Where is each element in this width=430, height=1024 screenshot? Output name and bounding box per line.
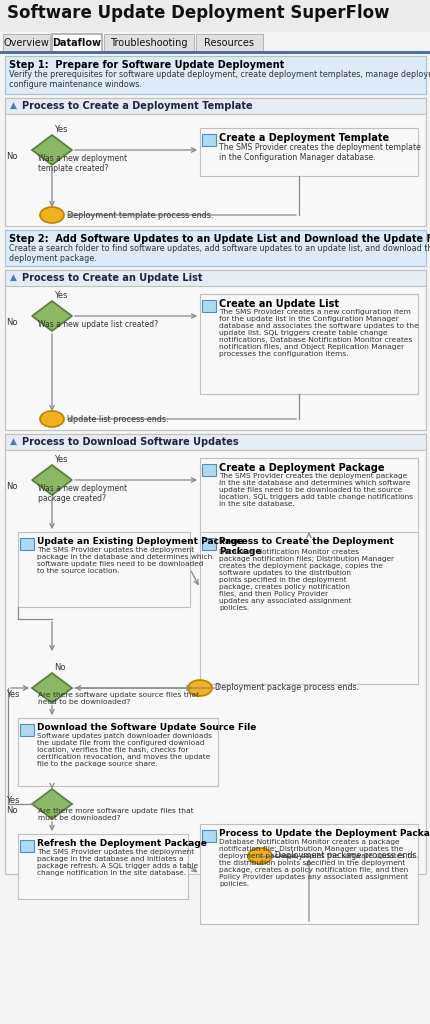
FancyBboxPatch shape xyxy=(20,724,34,736)
FancyBboxPatch shape xyxy=(202,830,215,842)
FancyBboxPatch shape xyxy=(20,538,34,550)
Text: Deployment package process ends.: Deployment package process ends. xyxy=(274,852,418,860)
Text: Software updates patch downloader downloads
the update file from the configured : Software updates patch downloader downlo… xyxy=(37,733,212,767)
Text: Deployment package process ends.: Deployment package process ends. xyxy=(215,683,358,692)
Polygon shape xyxy=(32,135,72,165)
Polygon shape xyxy=(32,673,72,703)
FancyBboxPatch shape xyxy=(18,532,190,607)
FancyBboxPatch shape xyxy=(18,834,187,899)
Text: Was a new deployment
template created?: Was a new deployment template created? xyxy=(38,154,127,173)
FancyBboxPatch shape xyxy=(200,128,417,176)
FancyBboxPatch shape xyxy=(3,34,50,52)
Text: Create a Deployment Template: Create a Deployment Template xyxy=(218,133,388,143)
Text: No: No xyxy=(6,318,18,327)
Text: Create an Update List: Create an Update List xyxy=(218,299,338,309)
FancyBboxPatch shape xyxy=(5,98,425,226)
Text: Process to Create the Deployment
Package: Process to Create the Deployment Package xyxy=(218,537,393,556)
Text: Yes: Yes xyxy=(54,291,68,300)
Text: Verify the prerequisites for software update deployment, create deployment templ: Verify the prerequisites for software up… xyxy=(9,70,430,89)
Ellipse shape xyxy=(247,848,271,864)
Ellipse shape xyxy=(40,207,64,223)
FancyBboxPatch shape xyxy=(202,538,215,550)
FancyBboxPatch shape xyxy=(0,0,430,32)
Text: No: No xyxy=(6,152,18,161)
Text: Process to Create an Update List: Process to Create an Update List xyxy=(22,273,202,283)
Text: Step 2:  Add Software Updates to an Update List and Download the Update Files: Step 2: Add Software Updates to an Updat… xyxy=(9,234,430,244)
Text: Database Notification Monitor creates a package
notification file; Distribution : Database Notification Monitor creates a … xyxy=(218,839,414,887)
Text: The SMS Provider updates the deployment
package in the database and initiates a
: The SMS Provider updates the deployment … xyxy=(37,849,198,876)
FancyBboxPatch shape xyxy=(5,270,425,286)
Text: No: No xyxy=(6,806,18,815)
Text: Create a search folder to find software updates, add software updates to an upda: Create a search folder to find software … xyxy=(9,244,430,263)
FancyBboxPatch shape xyxy=(5,434,425,450)
Text: Dataflow: Dataflow xyxy=(52,38,101,48)
Text: ▲: ▲ xyxy=(10,101,17,110)
FancyBboxPatch shape xyxy=(200,458,417,536)
Text: Are there more software update files that
must be downloaded?: Are there more software update files tha… xyxy=(38,808,193,821)
Text: ▲: ▲ xyxy=(10,273,17,282)
Text: Resources: Resources xyxy=(204,38,254,48)
FancyBboxPatch shape xyxy=(200,294,417,394)
Text: Process to Create a Deployment Template: Process to Create a Deployment Template xyxy=(22,101,252,111)
Text: Download the Software Update Source File: Download the Software Update Source File xyxy=(37,723,256,732)
Text: The SMS Provider creates a new configuration item
for the update list in the Con: The SMS Provider creates a new configura… xyxy=(218,309,418,357)
Text: The SMS Provider creates the deployment template
in the Configuration Manager da: The SMS Provider creates the deployment … xyxy=(218,143,420,163)
Polygon shape xyxy=(32,301,72,331)
Text: Was a new update list created?: Was a new update list created? xyxy=(38,319,158,329)
Polygon shape xyxy=(32,790,72,819)
FancyBboxPatch shape xyxy=(200,532,417,684)
Text: Process to Download Software Updates: Process to Download Software Updates xyxy=(22,437,238,447)
FancyBboxPatch shape xyxy=(104,34,194,52)
Text: Are there software update source files that
need to be downloaded?: Are there software update source files t… xyxy=(38,692,199,705)
Text: Yes: Yes xyxy=(54,455,68,464)
Text: Update an Existing Deployment Package: Update an Existing Deployment Package xyxy=(37,537,243,546)
Text: Yes: Yes xyxy=(6,796,19,805)
FancyBboxPatch shape xyxy=(202,134,215,146)
FancyBboxPatch shape xyxy=(5,230,425,266)
Text: Was a new deployment
package created?: Was a new deployment package created? xyxy=(38,484,127,504)
Text: No: No xyxy=(6,482,18,490)
Text: Troubleshooting: Troubleshooting xyxy=(110,38,187,48)
Text: Yes: Yes xyxy=(54,125,68,134)
FancyBboxPatch shape xyxy=(202,464,215,476)
Text: Step 1:  Prepare for Software Update Deployment: Step 1: Prepare for Software Update Depl… xyxy=(9,60,284,70)
Text: Overview: Overview xyxy=(3,38,49,48)
FancyBboxPatch shape xyxy=(196,34,262,52)
FancyBboxPatch shape xyxy=(18,718,218,786)
Text: Update list process ends.: Update list process ends. xyxy=(67,415,168,424)
Ellipse shape xyxy=(187,680,212,696)
Text: The SMS Provider creates the deployment package
in the site database and determi: The SMS Provider creates the deployment … xyxy=(218,473,412,507)
FancyBboxPatch shape xyxy=(52,34,102,52)
Text: Deployment template process ends.: Deployment template process ends. xyxy=(67,211,213,219)
Text: ▲: ▲ xyxy=(10,437,17,446)
Text: Yes: Yes xyxy=(6,690,19,699)
Text: Process to Update the Deployment Package: Process to Update the Deployment Package xyxy=(218,829,430,838)
FancyBboxPatch shape xyxy=(5,56,425,94)
Polygon shape xyxy=(32,465,72,495)
Text: Database Notification Monitor creates
package notification files; Distribution M: Database Notification Monitor creates pa… xyxy=(218,549,393,611)
FancyBboxPatch shape xyxy=(200,824,417,924)
Text: Software Update Deployment SuperFlow: Software Update Deployment SuperFlow xyxy=(7,4,389,22)
Text: The SMS Provider updates the deployment
package in the database and determines w: The SMS Provider updates the deployment … xyxy=(37,547,212,574)
FancyBboxPatch shape xyxy=(5,434,425,874)
Text: No: No xyxy=(54,663,65,672)
Text: Refresh the Deployment Package: Refresh the Deployment Package xyxy=(37,839,206,848)
FancyBboxPatch shape xyxy=(5,98,425,114)
FancyBboxPatch shape xyxy=(202,300,215,312)
FancyBboxPatch shape xyxy=(5,270,425,430)
FancyBboxPatch shape xyxy=(20,840,34,852)
Ellipse shape xyxy=(40,411,64,427)
Text: Create a Deployment Package: Create a Deployment Package xyxy=(218,463,384,473)
